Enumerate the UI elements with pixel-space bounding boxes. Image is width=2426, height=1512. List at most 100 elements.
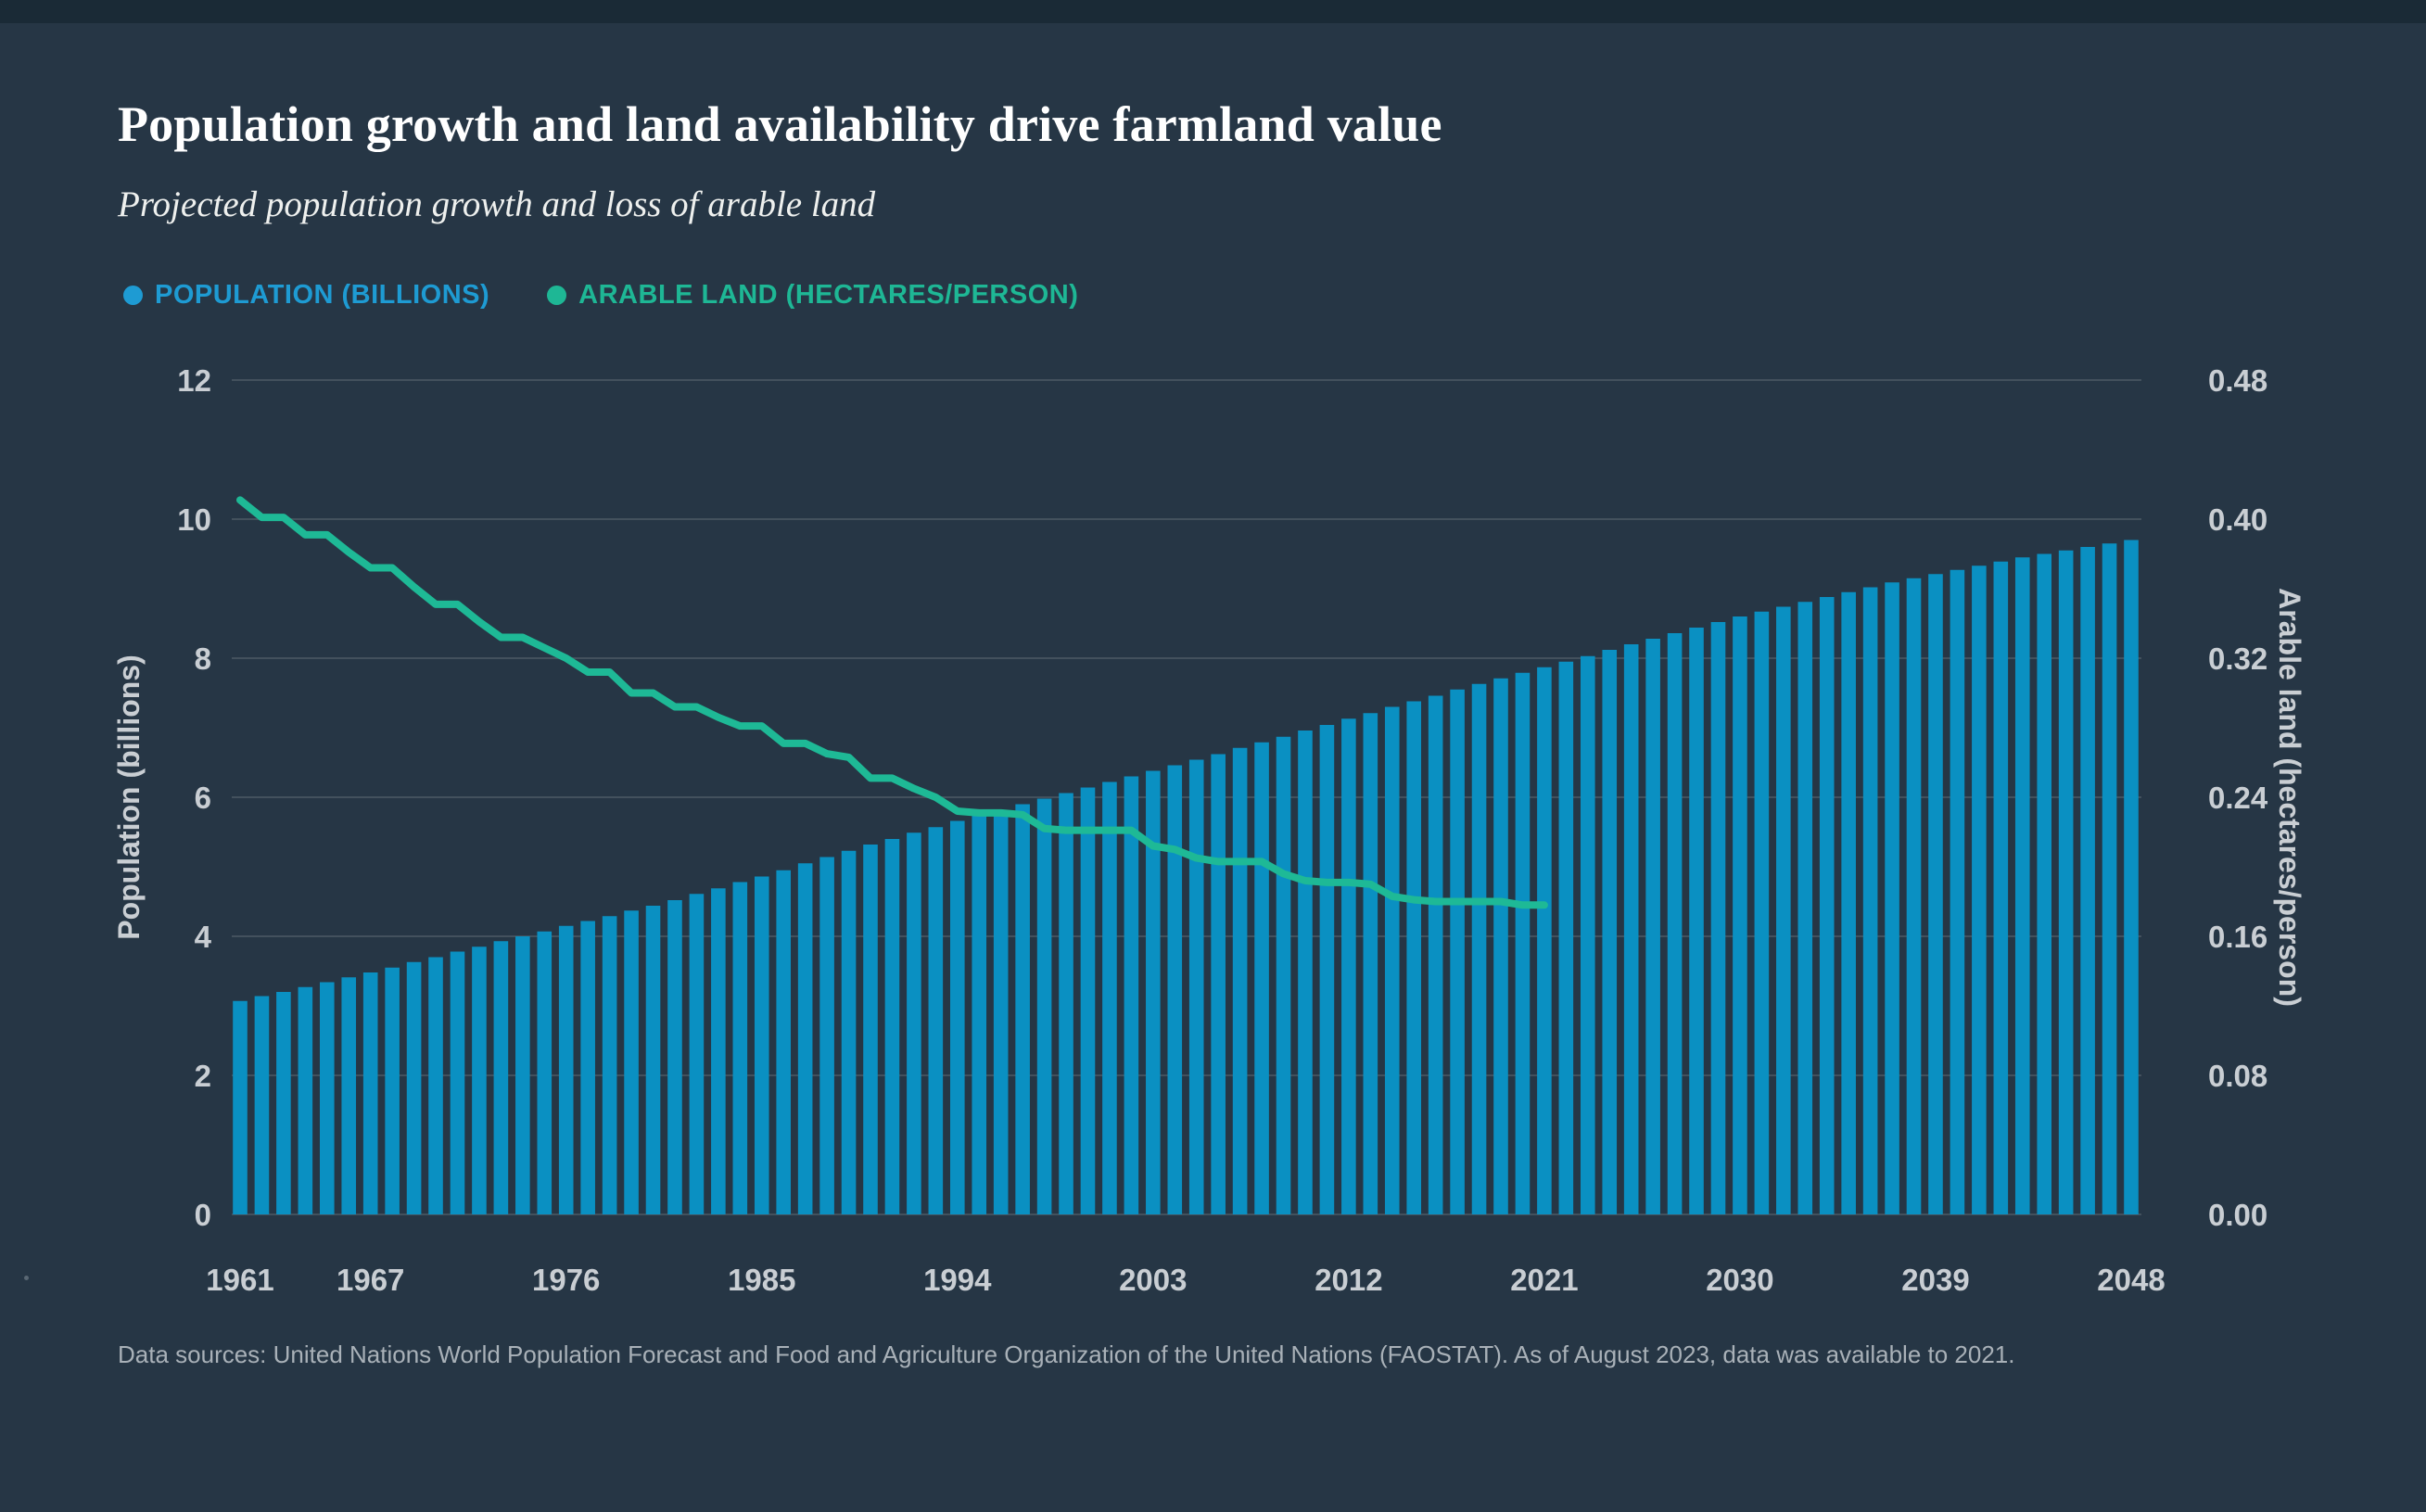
right-axis-tick-label: 0.48 xyxy=(2208,363,2267,398)
population-bar-2024 xyxy=(1602,650,1618,1214)
population-bar-1987 xyxy=(797,863,813,1214)
population-bar-1964 xyxy=(298,986,313,1214)
arable-land-line xyxy=(236,496,1548,909)
legend-item-arable-land: ARABLE LAND (HECTARES/PERSON) xyxy=(547,280,1078,311)
population-bar-2031 xyxy=(1754,611,1770,1214)
right-axis-tick-label: 0.40 xyxy=(2208,502,2267,537)
population-bar-2023 xyxy=(1580,655,1595,1214)
population-bar-1995 xyxy=(972,815,987,1214)
population-bar-2044 xyxy=(2037,553,2052,1214)
population-bar-2026 xyxy=(1645,639,1660,1214)
population-bar-2037 xyxy=(1885,582,1899,1214)
population-bar-1997 xyxy=(1015,804,1030,1214)
x-axis-tick-label-1961: 1961 xyxy=(206,1263,273,1297)
population-bar-2006 xyxy=(1211,754,1226,1214)
population-bar-1994 xyxy=(949,820,965,1214)
right-axis-tick-label: 0.00 xyxy=(2208,1198,2267,1232)
population-bars xyxy=(233,540,2139,1214)
population-bar-2043 xyxy=(2014,557,2030,1214)
population-bar-2042 xyxy=(1993,561,2009,1214)
x-axis-tick-label-1976: 1976 xyxy=(532,1263,600,1297)
population-bar-1992 xyxy=(907,832,921,1214)
population-bar-1996 xyxy=(993,809,1009,1214)
population-bar-1967 xyxy=(362,972,378,1214)
x-axis-tick-label-2048: 2048 xyxy=(2097,1263,2165,1297)
population-bar-2021 xyxy=(1537,667,1552,1214)
population-bar-2036 xyxy=(1862,587,1878,1214)
legend-label-arable-land: ARABLE LAND (HECTARES/PERSON) xyxy=(578,280,1079,310)
population-bar-1968 xyxy=(385,967,400,1214)
population-bar-2041 xyxy=(1972,565,1987,1214)
population-bar-2017 xyxy=(1450,689,1465,1214)
population-bar-2048 xyxy=(2124,540,2139,1214)
population-bar-2008 xyxy=(1254,742,1269,1214)
x-axis-tick-label-2021: 2021 xyxy=(1510,1263,1578,1297)
population-bar-1962 xyxy=(254,996,270,1214)
population-bar-2028 xyxy=(1689,628,1704,1214)
data-source-note: Data sources: United Nations World Popul… xyxy=(118,1340,2015,1368)
right-axis-tick-label: 0.16 xyxy=(2208,920,2267,954)
top-bar xyxy=(0,0,2426,23)
population-bar-2025 xyxy=(1623,644,1639,1214)
population-bar-2038 xyxy=(1906,578,1922,1214)
population-bar-2047 xyxy=(2102,543,2117,1214)
population-bar-1963 xyxy=(276,992,291,1214)
population-bar-1966 xyxy=(341,977,357,1214)
population-bar-2039 xyxy=(1928,574,1943,1214)
x-axis-tick-label-1967: 1967 xyxy=(337,1263,404,1297)
population-bar-1985 xyxy=(754,876,769,1214)
population-bar-2003 xyxy=(1146,770,1161,1214)
left-axis-tick-label: 12 xyxy=(177,363,211,398)
x-axis-tick-labels: 1961 1967 1976 1985 1994 2003 2012 2021 2030 2039… xyxy=(206,1263,2165,1297)
population-bar-2012 xyxy=(1341,718,1356,1214)
population-bar-1971 xyxy=(450,951,465,1214)
x-axis-tick-label-1985: 1985 xyxy=(728,1263,795,1297)
left-axis-title: Population (billions) xyxy=(112,654,146,940)
right-axis-tick-label: 0.32 xyxy=(2208,642,2267,676)
population-bar-2027 xyxy=(1667,633,1683,1214)
left-axis-tick-label: 0 xyxy=(195,1198,211,1232)
x-axis-tick-label-2039: 2039 xyxy=(1901,1263,1969,1297)
population-bar-1982 xyxy=(689,894,705,1214)
population-bar-2001 xyxy=(1102,781,1117,1214)
left-axis-tick-label: 2 xyxy=(195,1059,211,1093)
population-bar-1981 xyxy=(667,900,682,1214)
population-bar-2007 xyxy=(1232,747,1248,1214)
population-bar-1990 xyxy=(863,845,878,1214)
population-bar-1969 xyxy=(406,961,422,1214)
population-bar-1998 xyxy=(1036,798,1052,1214)
population-bar-2046 xyxy=(2080,547,2095,1214)
population-bar-2034 xyxy=(1819,597,1835,1214)
arable-land-polyline xyxy=(236,496,1548,909)
chart-legend: POPULATION (BILLIONS) ARABLE LAND (HECTA… xyxy=(123,280,1078,311)
population-bar-1983 xyxy=(711,888,726,1214)
population-bar-2022 xyxy=(1558,661,1574,1214)
x-axis-tick-label-2030: 2030 xyxy=(1706,1263,1773,1297)
x-axis-tick-label-1994: 1994 xyxy=(923,1263,992,1297)
population-bar-1978 xyxy=(602,916,617,1214)
right-axis-tick-label: 0.08 xyxy=(2208,1059,2267,1093)
population-bar-1974 xyxy=(515,936,530,1214)
population-bar-2002 xyxy=(1124,776,1139,1214)
page-title: Population growth and land availability … xyxy=(118,96,1442,152)
population-bar-1986 xyxy=(776,870,792,1214)
x-axis-tick-label-2003: 2003 xyxy=(1119,1263,1187,1297)
population-bar-2019 xyxy=(1493,678,1508,1214)
population-bar-1973 xyxy=(493,941,509,1214)
left-axis-tick-label: 8 xyxy=(195,642,211,676)
population-bar-2009 xyxy=(1276,736,1291,1214)
population-bar-2033 xyxy=(1797,602,1813,1214)
population-bar-1977 xyxy=(580,921,595,1214)
population-bar-2005 xyxy=(1188,759,1204,1214)
right-axis-tick-label: 0.24 xyxy=(2208,781,2268,815)
population-bar-1979 xyxy=(624,910,639,1214)
right-axis-title: Arable land (hectares/person) xyxy=(2273,588,2306,1007)
population-bar-1961 xyxy=(233,1000,248,1214)
left-axis-tick-label: 4 xyxy=(195,920,212,954)
x-axis-tick-label-2012: 2012 xyxy=(1315,1263,1382,1297)
legend-item-population: POPULATION (BILLIONS) xyxy=(123,280,489,311)
population-bar-2014 xyxy=(1384,706,1400,1214)
population-dot-icon xyxy=(123,286,143,305)
